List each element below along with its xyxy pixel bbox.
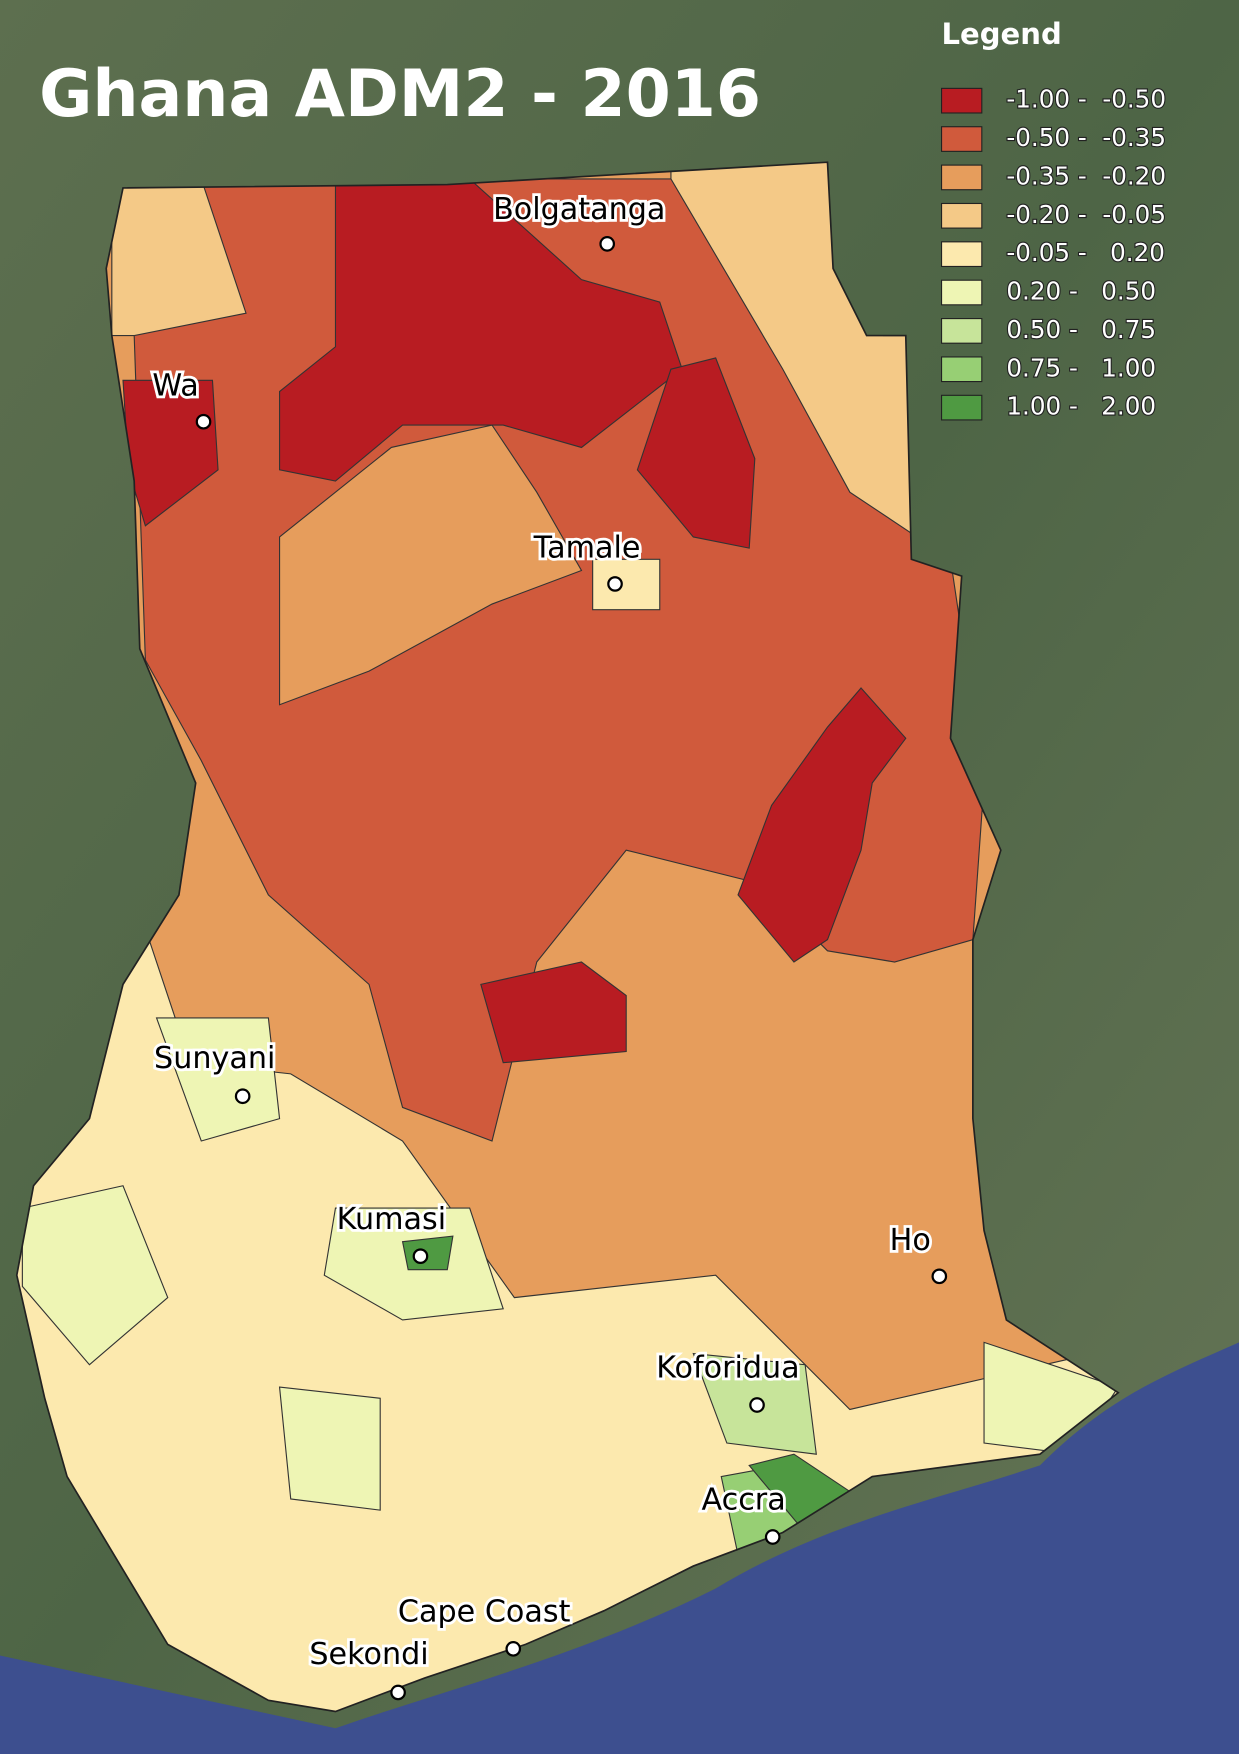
city-label: Bolgatanga [493,192,665,227]
legend-swatch [940,164,983,191]
city: Accra [699,1480,789,1545]
city: Bolgatanga [490,189,668,252]
region [278,178,683,482]
legend-swatch [940,394,983,421]
region [278,1386,381,1511]
city-label: Kumasi [337,1202,446,1237]
map-title: Ghana ADM2 - 2016 [39,57,761,132]
city: Tamale [530,528,643,592]
region [737,687,907,963]
legend-label: 0.50 - 0.75 [1006,315,1156,344]
legend-label: 0.20 - 0.50 [1006,277,1156,306]
region [21,1185,169,1366]
city: Wa [150,366,212,430]
legend-swatch [940,241,983,268]
city-label: Cape Coast [398,1595,571,1630]
legend-label: -1.00 - -0.50 [1006,85,1166,114]
city: Sekondi [307,1634,431,1701]
city: Koforidua [653,1348,802,1413]
city-label: Ho [890,1223,931,1258]
legend-label: 0.75 - 1.00 [1006,353,1156,382]
city: Ho [887,1220,948,1285]
city-label: Accra [702,1483,786,1518]
region [278,424,583,706]
city-label: Wa [152,369,198,404]
city-label: Tamale [533,531,641,566]
region [636,357,756,549]
legend-label: -0.50 - -0.35 [1006,123,1166,152]
city-label: Sekondi [309,1637,428,1672]
region [592,558,661,611]
legend-label: -0.35 - -0.20 [1006,161,1166,190]
legend-swatch [940,87,983,114]
city: Sunyani [151,1038,278,1105]
legend-swatch [940,356,983,383]
legend-label: 1.00 - 2.00 [1006,392,1156,421]
city-label: Koforidua [656,1351,799,1386]
region [480,961,627,1064]
legend-swatch [940,126,983,152]
cities: Bolgatanga Wa Tamale Sunyani Kumasi Ho K… [150,189,948,1701]
ocean [0,1342,1239,1754]
legend-label: -0.20 - -0.05 [1006,200,1166,229]
city-label: Sunyani [154,1041,275,1076]
region [401,1235,454,1271]
legend-swatch [940,202,983,229]
legend-swatch [940,318,983,344]
city: Kumasi [334,1199,449,1265]
legend: Legend -1.00 - -0.50 -0.50 - -0.35 -0.35 -… [940,17,1167,422]
legend-swatch [940,279,983,306]
legend-label: -0.05 - 0.20 [1006,238,1165,267]
legend-title: Legend [942,17,1062,51]
region [155,1017,281,1142]
city: Cape Coast [395,1592,573,1657]
